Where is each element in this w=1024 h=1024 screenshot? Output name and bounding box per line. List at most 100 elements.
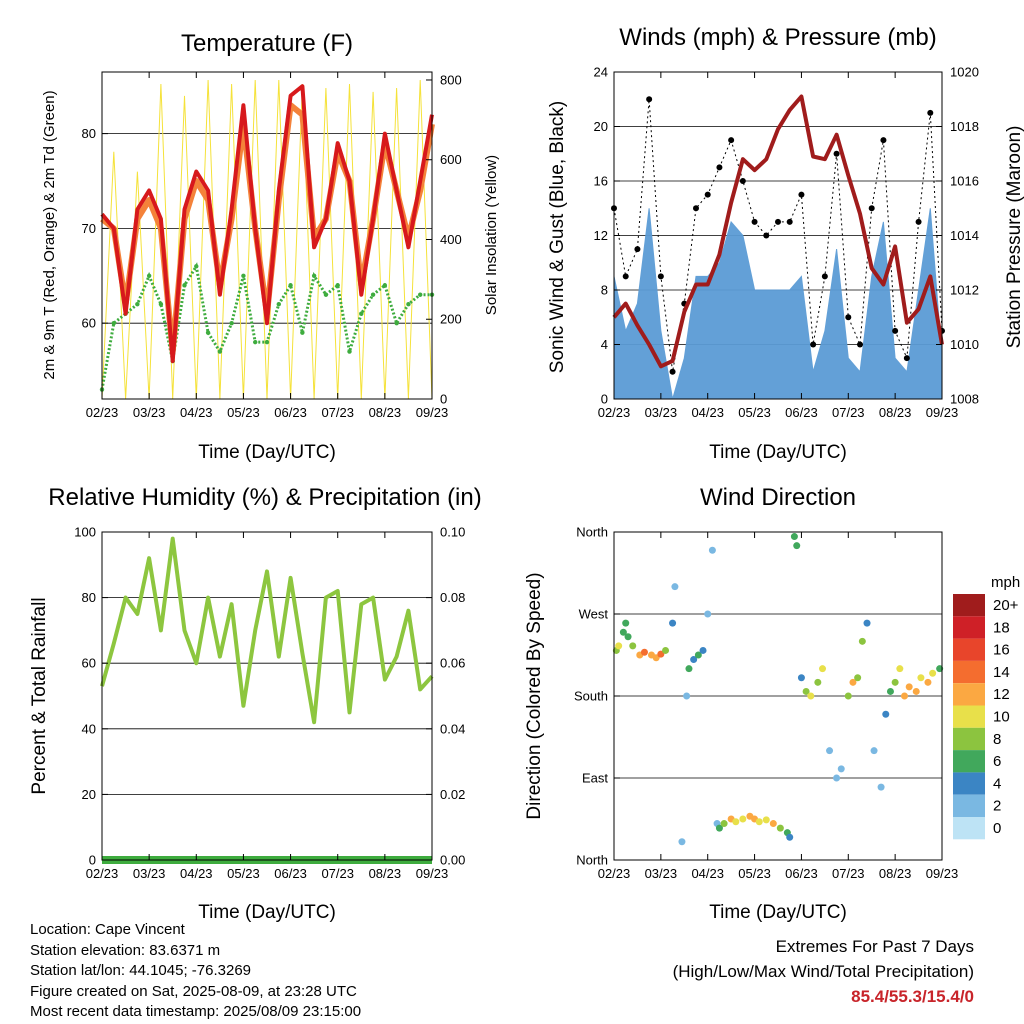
y-tick-label: 0 — [601, 392, 608, 407]
x-tick-label: 06/23 — [785, 866, 818, 881]
t2m-line — [100, 84, 434, 364]
temperature-x-label: Time (Day/UTC) — [198, 442, 336, 463]
x-tick-label: 07/23 — [832, 405, 865, 420]
y-tick-label: 12 — [594, 228, 608, 243]
x-tick-label: 05/23 — [227, 866, 260, 881]
dewpoint-point — [300, 330, 305, 335]
direction-point — [886, 687, 894, 695]
legend-swatch — [953, 705, 985, 728]
humidity-panel: Relative Humidity (%) & Precipitation (i… — [29, 484, 482, 923]
x-tick-label: 08/23 — [369, 866, 402, 881]
direction-point — [683, 692, 691, 700]
direction-point — [619, 628, 627, 636]
dewpoint-point — [288, 283, 293, 288]
y2-tick-label: 200 — [440, 312, 462, 327]
dewpoint-point — [241, 273, 246, 278]
dewpoint-point — [359, 311, 364, 316]
dewpoint-point — [406, 302, 411, 307]
y-tick-label: East — [582, 771, 608, 786]
y-tick-label: North — [576, 525, 608, 540]
direction-point — [629, 642, 637, 650]
winds-title: Winds (mph) & Pressure (mb) — [619, 24, 936, 51]
dewpoint-point — [311, 273, 317, 278]
y2-tick-label: 1020 — [950, 65, 979, 80]
direction-point — [720, 820, 728, 828]
legend-label: 8 — [993, 731, 1001, 748]
direction-y-label: Direction (Colored By Speed) — [524, 572, 545, 819]
x-tick-label: 05/23 — [738, 866, 771, 881]
legend-label: 4 — [993, 775, 1001, 792]
winds-panel: Winds (mph) & Pressure (mb) 0 4 8 12 16 20 24 1… — [547, 24, 1024, 463]
direction-point — [837, 765, 845, 773]
y2-tick-label: 400 — [440, 232, 462, 247]
legend-swatch — [953, 772, 985, 795]
y-tick-label: 70 — [82, 221, 96, 236]
dewpoint-point — [264, 339, 270, 345]
y-tick-label: West — [579, 607, 609, 622]
legend-label: 2 — [993, 798, 1001, 815]
direction-point — [762, 816, 770, 824]
x-tick-label: 03/23 — [645, 866, 678, 881]
gust-point — [857, 341, 863, 348]
direction-point — [912, 687, 920, 695]
x-tick-label: 07/23 — [321, 405, 354, 420]
x-tick-label: 08/23 — [369, 405, 402, 420]
direction-point — [896, 665, 904, 673]
direction-point — [669, 619, 677, 627]
gust-point — [622, 273, 629, 280]
x-tick-label: 02/23 — [598, 866, 631, 881]
legend-label: 14 — [993, 664, 1010, 681]
y-tick-label: 80 — [82, 590, 96, 605]
direction-point — [678, 838, 686, 846]
dewpoint-point — [370, 292, 376, 297]
legend-swatch — [953, 638, 985, 661]
direction-point — [776, 824, 784, 832]
x-tick-label: 09/23 — [416, 405, 449, 420]
x-tick-label: 06/23 — [785, 405, 818, 420]
recent-data-timestamp: Most recent data timestamp: 2025/08/09 2… — [30, 1003, 362, 1020]
humidity-title: Relative Humidity (%) & Precipitation (i… — [48, 484, 481, 511]
temperature-series — [99, 79, 435, 400]
x-tick-label: 04/23 — [691, 866, 724, 881]
legend-label: 12 — [993, 686, 1010, 703]
direction-point — [671, 583, 679, 591]
direction-point — [732, 818, 740, 826]
direction-point — [833, 774, 841, 782]
dewpoint-point — [323, 292, 329, 297]
dewpoint-point — [146, 273, 152, 278]
gust-point — [810, 341, 817, 348]
y2-tick-label: 1012 — [950, 283, 979, 298]
x-tick-label: 09/23 — [416, 866, 449, 881]
y2-tick-label: 600 — [440, 152, 462, 167]
gust-point — [739, 178, 746, 184]
y-tick-label: 0 — [89, 853, 96, 868]
direction-point — [863, 619, 871, 627]
y2-tick-label: 1008 — [950, 392, 979, 407]
direction-point — [826, 747, 834, 755]
x-tick-label: 07/23 — [832, 866, 865, 881]
speed-legend-title: mph — [991, 574, 1020, 591]
direction-point — [905, 683, 913, 691]
y-tick-label: 4 — [601, 337, 608, 352]
dewpoint-point — [394, 320, 399, 326]
pressure-y-label: Station Pressure (Maroon) — [1004, 126, 1024, 349]
temperature-plot-frame — [101, 71, 433, 400]
y-tick-label: 60 — [82, 316, 96, 331]
humidity-series — [100, 536, 434, 864]
extremes-title: Extremes For Past 7 Days — [775, 937, 974, 956]
humidity-y-label: Percent & Total Rainfall — [29, 597, 50, 794]
gust-point — [634, 246, 641, 253]
legend-swatch — [953, 727, 985, 751]
x-tick-label: 03/23 — [133, 405, 166, 420]
direction-point — [739, 815, 747, 823]
x-tick-label: 02/23 — [86, 866, 119, 881]
direction-point — [936, 665, 944, 673]
humidity-plot-frame — [101, 531, 433, 861]
humidity-ticks: 0 20 40 60 80 100 0.00 0.02 0.04 0.06 0.08 0.10 02/2… — [74, 525, 465, 882]
direction-point — [624, 633, 632, 641]
direction-point — [814, 678, 822, 686]
direction-panel: Wind Direction NorthEastSouthWestNorth02… — [524, 484, 1020, 923]
humidity-line — [100, 536, 434, 725]
